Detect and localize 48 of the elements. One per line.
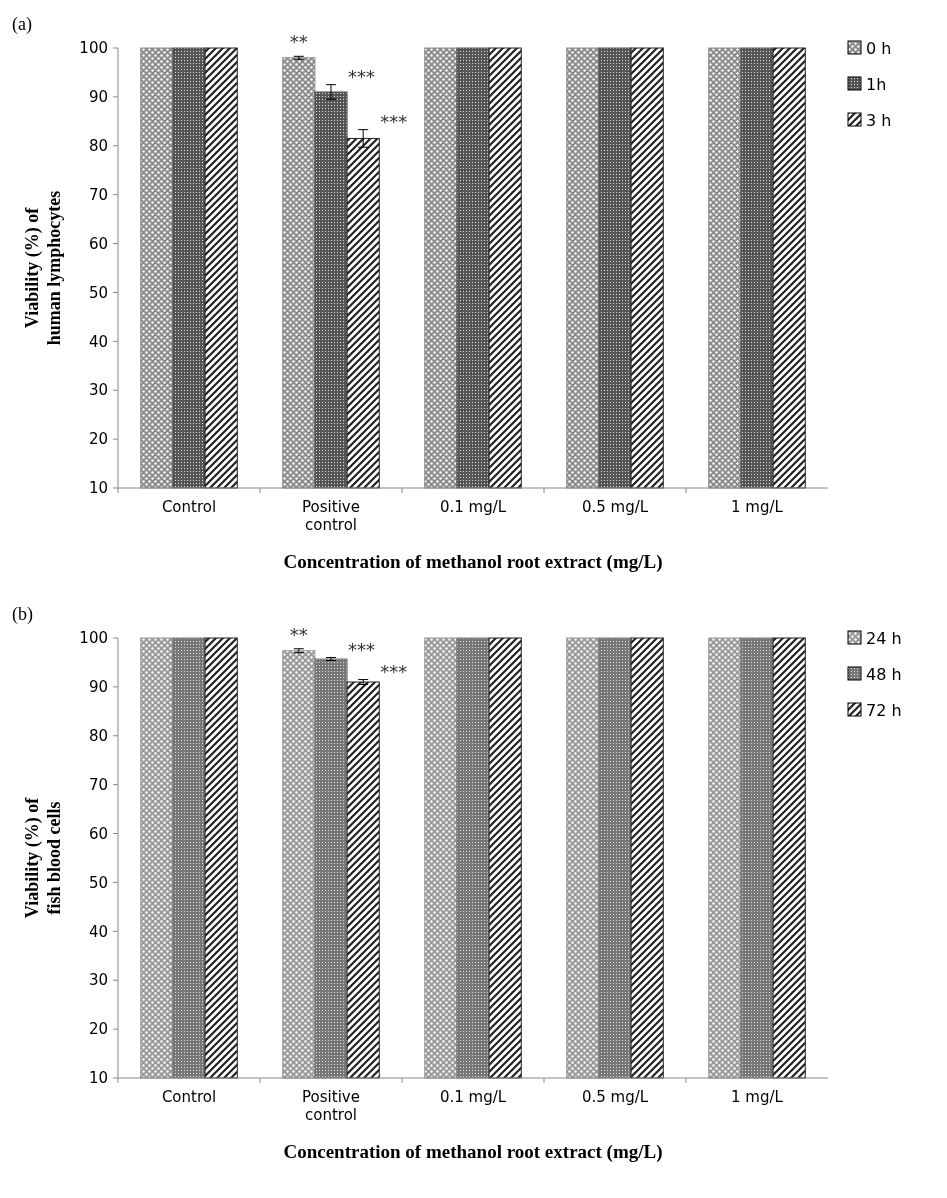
y-tick-label: 100: [79, 629, 108, 648]
annotation: ***: [348, 65, 376, 87]
y-axis-title: Viability (%) of fish blood cells: [22, 796, 64, 919]
y-tick-label: 80: [88, 137, 108, 156]
y-tick-label: 30: [88, 381, 108, 400]
y-tick-label: 70: [88, 185, 108, 204]
x-tick-label: Positive control: [302, 498, 360, 534]
y-tick-label: 40: [88, 922, 108, 941]
y-tick-label: 60: [88, 824, 108, 843]
annotation: **: [289, 31, 308, 53]
x-tick-label: Control: [161, 1088, 217, 1106]
y-tick-label: 80: [88, 727, 108, 746]
y-tick-label: 90: [88, 678, 108, 697]
x-tick-label: Control: [161, 498, 217, 516]
y-axis-title: Viability (%) of human lymphocytes: [22, 190, 64, 346]
y-tick-label: 10: [88, 479, 108, 498]
x-tick-label: 0.1 mg/L: [439, 1088, 507, 1106]
x-axis-title: Concentration of methanol root extract (mg/L): [283, 1141, 663, 1163]
x-tick-label: Positive control: [302, 1088, 360, 1124]
x-tick-label: 0.1 mg/L: [439, 498, 507, 516]
y-tick-label: 40: [88, 332, 108, 351]
legend-label: 24 h: [866, 628, 902, 648]
legend-label: 1h: [866, 74, 887, 94]
x-tick-label: 1 mg/L: [731, 1088, 784, 1106]
annotation: ***: [380, 660, 408, 682]
y-tick-label: 70: [88, 775, 108, 794]
y-tick-label: 20: [88, 1020, 108, 1039]
legend-label: 72 h: [866, 700, 902, 720]
y-tick-label: 30: [88, 971, 108, 990]
x-tick-label: 0.5 mg/L: [581, 498, 649, 516]
legend-label: 0 h: [866, 38, 892, 58]
y-tick-label: 60: [88, 234, 108, 253]
legend-label: 48 h: [866, 664, 902, 684]
y-tick-label: 100: [79, 39, 108, 58]
annotation: **: [289, 623, 308, 645]
y-tick-label: 50: [88, 283, 108, 302]
annotation: ***: [380, 110, 408, 132]
annotation: ***: [348, 638, 376, 660]
x-tick-label: 1 mg/L: [731, 498, 784, 516]
y-tick-label: 20: [88, 430, 108, 449]
legend-label: 3 h: [866, 110, 892, 130]
y-tick-label: 10: [88, 1069, 108, 1088]
y-tick-label: 50: [88, 873, 108, 892]
y-tick-label: 90: [88, 88, 108, 107]
x-tick-label: 0.5 mg/L: [581, 1088, 649, 1106]
chart-title: (b): [12, 604, 33, 625]
x-axis-title: Concentration of methanol root extract (mg/L): [283, 551, 663, 573]
chart-title: (a): [12, 14, 32, 35]
